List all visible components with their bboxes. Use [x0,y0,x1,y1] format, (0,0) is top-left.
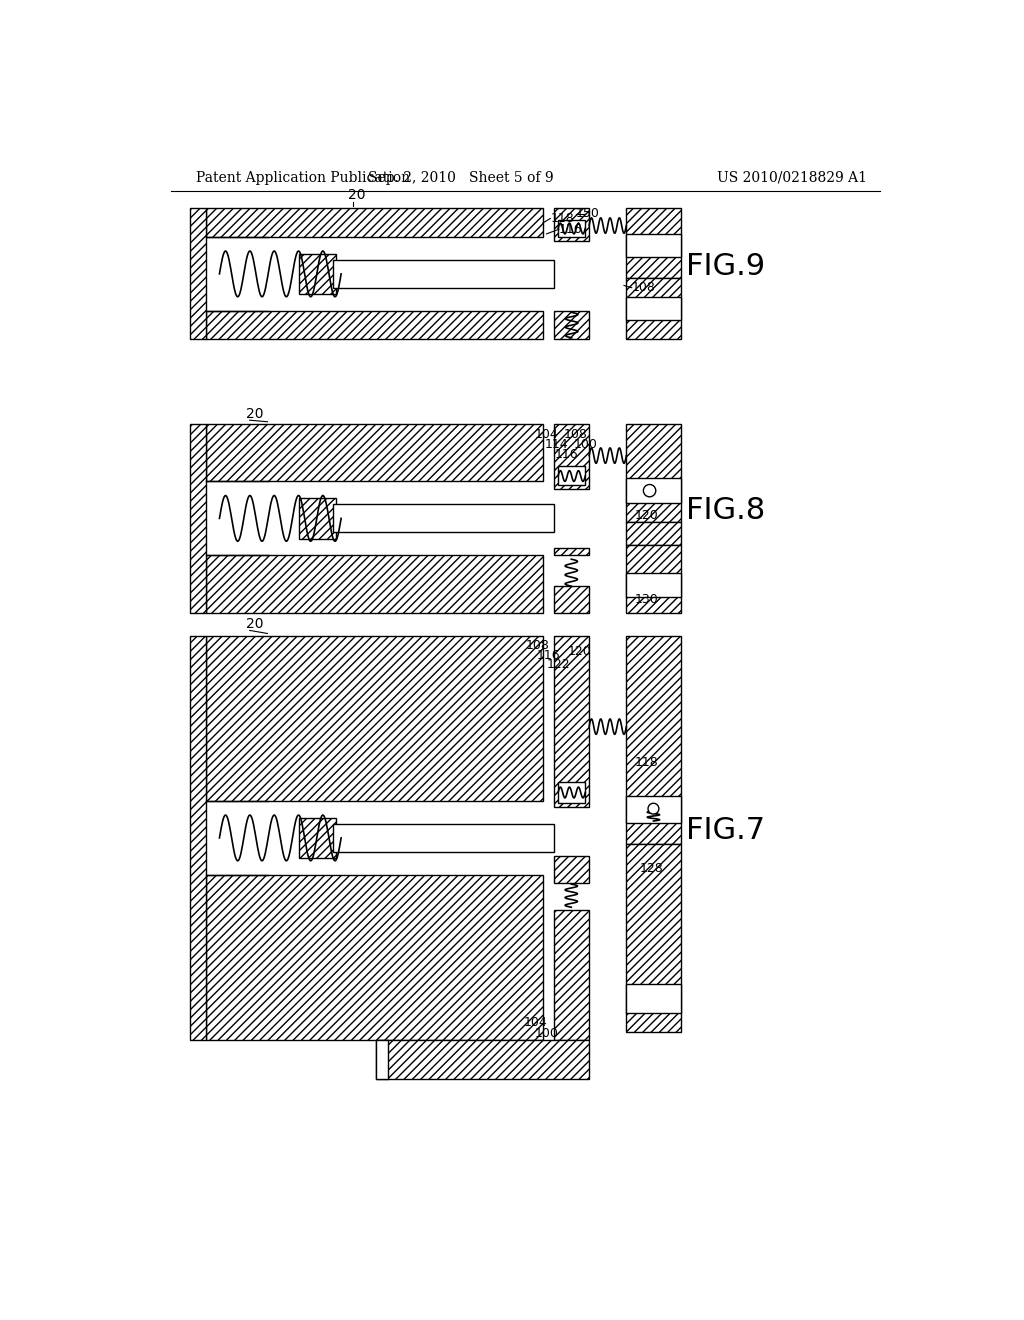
Bar [627,234,681,257]
Text: 100: 100 [573,437,597,450]
Bar [190,636,206,1040]
Bar [334,260,554,288]
Text: Sep. 2, 2010   Sheet 5 of 9: Sep. 2, 2010 Sheet 5 of 9 [369,170,554,185]
Text: 116: 116 [554,447,578,461]
Bar [554,636,589,807]
Bar [206,209,543,238]
Bar [627,843,681,1032]
Bar [206,312,543,339]
Bar [554,548,589,556]
Bar [190,209,206,339]
Bar [627,636,681,843]
Bar [554,424,589,490]
Bar [627,424,681,523]
Bar [299,498,336,539]
Bar [206,556,543,612]
Text: FIG.9: FIG.9 [686,252,765,281]
Text: 130: 130 [635,593,658,606]
Bar [627,478,681,503]
Text: 120: 120 [567,644,591,657]
Text: 118: 118 [635,755,658,768]
Bar [206,636,543,801]
Bar [558,781,586,804]
Bar [206,875,543,1040]
Text: 150: 150 [575,207,600,220]
Bar [627,297,681,321]
Bar [334,824,554,851]
Text: 100: 100 [535,1027,559,1040]
Text: 116: 116 [559,223,583,236]
Bar [627,277,681,339]
Text: 116: 116 [537,648,560,661]
Text: 108: 108 [632,281,655,294]
Text: 104: 104 [523,1016,547,1028]
Text: Patent Application Publication: Patent Application Publication [197,170,411,185]
Text: US 2010/0218829 A1: US 2010/0218829 A1 [717,170,867,185]
Circle shape [643,484,655,496]
Bar [190,424,206,612]
Bar [554,312,589,339]
Text: 104: 104 [535,428,559,441]
Bar [299,253,336,294]
Bar [376,1040,388,1078]
Bar [627,209,681,277]
Bar [376,1040,589,1078]
Bar [558,466,586,486]
Bar [554,209,589,240]
Bar [334,504,554,532]
Bar [627,573,681,598]
Bar [554,586,589,612]
Text: 128: 128 [640,862,664,875]
Text: FIG.8: FIG.8 [686,496,765,525]
Text: 20: 20 [246,618,263,631]
Text: 20: 20 [348,189,366,202]
Text: FIG.7: FIG.7 [686,816,765,845]
Bar [554,855,589,883]
Text: 108: 108 [563,428,588,441]
Bar [627,545,681,612]
Circle shape [648,804,658,814]
Bar [627,523,681,545]
Bar [206,424,543,482]
Bar [554,909,589,1040]
Bar [627,796,681,822]
Text: 114: 114 [545,437,568,450]
Text: 120: 120 [635,510,658,523]
Text: 122: 122 [547,657,570,671]
Text: 20: 20 [246,407,263,421]
Bar [627,983,681,1014]
Bar [558,220,586,238]
Text: 108: 108 [525,639,550,652]
Text: 118: 118 [550,213,574,224]
Bar [299,817,336,858]
